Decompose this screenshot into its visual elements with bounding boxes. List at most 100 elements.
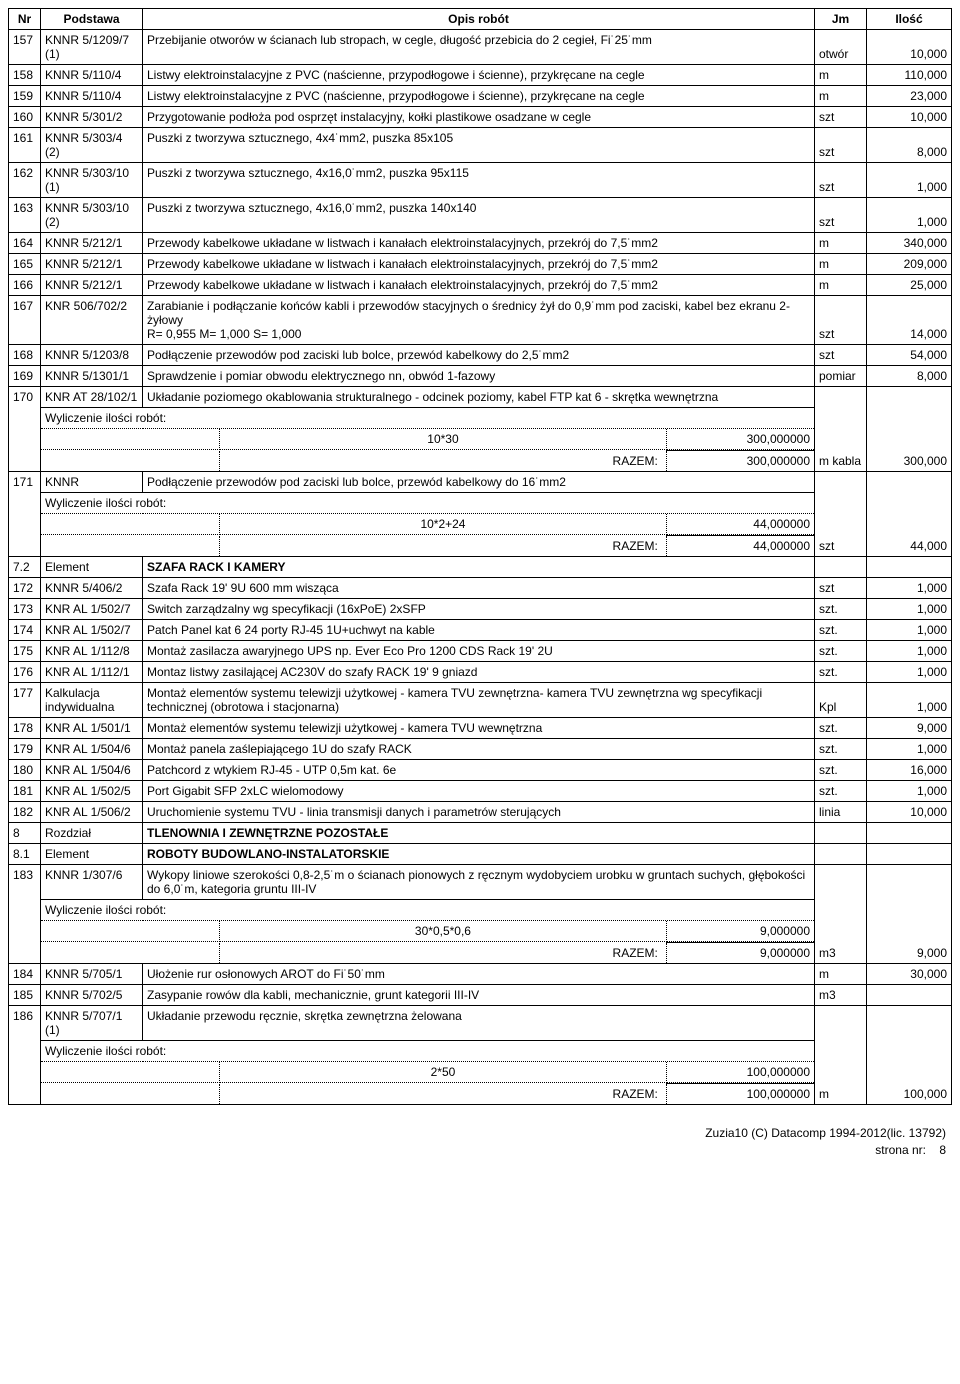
table-row: 167KNR 506/702/2Zarabianie i podłączanie… [9, 296, 952, 345]
cell-podstawa: KNNR [41, 472, 143, 493]
cell-podstawa: Element [41, 557, 143, 578]
table-row: 173KNR AL 1/502/7Switch zarządzalny wg s… [9, 599, 952, 620]
calc-expr-value: 9,000000 [666, 921, 814, 942]
cell-opis: Puszki z tworzywa sztucznego, 4x16,0˙mm2… [143, 198, 815, 233]
cell-nr: 181 [9, 781, 41, 802]
calc-expr-row: 10*30300,000000 [9, 429, 952, 451]
cell-ilosc: 8,000 [867, 128, 952, 163]
cell-jm: szt. [815, 718, 867, 739]
cell-jm: m kabla [815, 387, 867, 472]
cell-opis: SZAFA RACK I KAMERY [143, 557, 815, 578]
table-row: 183KNNR 1/307/6Wykopy liniowe szerokości… [9, 865, 952, 900]
cell-nr: 8.1 [9, 844, 41, 865]
cell-jm: szt. [815, 662, 867, 683]
table-row: 163KNNR 5/303/10 (2)Puszki z tworzywa sz… [9, 198, 952, 233]
cell-ilosc: 1,000 [867, 599, 952, 620]
cell-podstawa: KNNR 5/110/4 [41, 86, 143, 107]
calc-total-row: RAZEM:9,000000 [9, 942, 952, 964]
cell-ilosc: 1,000 [867, 739, 952, 760]
table-row: 172KNNR 5/406/2Szafa Rack 19' 9U 600 mm … [9, 578, 952, 599]
cell-ilosc: 1,000 [867, 781, 952, 802]
calc-expr-value: 100,000000 [666, 1062, 814, 1083]
cell-jm: linia [815, 802, 867, 823]
cell-nr: 175 [9, 641, 41, 662]
cell-podstawa: KNNR 5/705/1 [41, 964, 143, 985]
cell-jm: m [815, 275, 867, 296]
cell-nr: 179 [9, 739, 41, 760]
cell-opis: Sprawdzenie i pomiar obwodu elektryczneg… [143, 366, 815, 387]
cell-podstawa: KNR AL 1/506/2 [41, 802, 143, 823]
table-row: 159KNNR 5/110/4Listwy elektroinstalacyjn… [9, 86, 952, 107]
cell-ilosc: 9,000 [867, 718, 952, 739]
cell-nr: 8 [9, 823, 41, 844]
cell-podstawa: Rozdział [41, 823, 143, 844]
cell-podstawa: KNNR 5/406/2 [41, 578, 143, 599]
calc-label: Wyliczenie ilości robót: [41, 493, 815, 514]
cell-podstawa: KNNR 5/110/4 [41, 65, 143, 86]
cell-ilosc: 1,000 [867, 641, 952, 662]
calc-label: Wyliczenie ilości robót: [41, 900, 815, 921]
cell-opis: Układanie przewodu ręcznie, skrętka zewn… [143, 1006, 815, 1041]
cell-podstawa: KNNR 5/303/10 (1) [41, 163, 143, 198]
table-row: 177Kalkulacja indywidualnaMontaż element… [9, 683, 952, 718]
cell-nr: 162 [9, 163, 41, 198]
cell-ilosc: 209,000 [867, 254, 952, 275]
cell-nr: 159 [9, 86, 41, 107]
cell-jm: szt. [815, 760, 867, 781]
calc-label: Wyliczenie ilości robót: [41, 408, 815, 429]
cell-opis: Montaż zasilacza awaryjnego UPS np. Ever… [143, 641, 815, 662]
cell-opis: Listwy elektroinstalacyjne z PVC (naście… [143, 86, 815, 107]
table-row: 169KNNR 5/1301/1Sprawdzenie i pomiar obw… [9, 366, 952, 387]
cell-jm: szt [815, 128, 867, 163]
cell-ilosc: 300,000 [867, 387, 952, 472]
cell-jm: szt. [815, 620, 867, 641]
cell-nr: 171 [9, 472, 41, 557]
cell-jm: szt [815, 345, 867, 366]
cell-jm: szt [815, 296, 867, 345]
page-footer: Zuzia10 (C) Datacomp 1994-2012(lic. 1379… [8, 1125, 952, 1159]
cell-nr: 172 [9, 578, 41, 599]
table-row: 162KNNR 5/303/10 (1)Puszki z tworzywa sz… [9, 163, 952, 198]
cell-podstawa: KNR AT 28/102/1 [41, 387, 143, 408]
cell-jm: m [815, 1006, 867, 1105]
cell-opis: Układanie poziomego okablowania struktur… [143, 387, 815, 408]
calc-label: Wyliczenie ilości robót: [41, 1041, 815, 1062]
cell-nr: 183 [9, 865, 41, 964]
calc-expression: 10*30 [220, 429, 667, 450]
cell-jm: m3 [815, 985, 867, 1006]
cell-jm: m [815, 254, 867, 275]
calc-expr-row: 2*50100,000000 [9, 1062, 952, 1084]
calc-total-row: RAZEM:44,000000 [9, 535, 952, 557]
cell-opis: Puszki z tworzywa sztucznego, 4x4˙mm2, p… [143, 128, 815, 163]
cell-jm: m [815, 65, 867, 86]
section-row: 7.2ElementSZAFA RACK I KAMERY [9, 557, 952, 578]
cell-ilosc: 25,000 [867, 275, 952, 296]
cell-podstawa: KNR AL 1/501/1 [41, 718, 143, 739]
cell-podstawa: KNNR 5/212/1 [41, 233, 143, 254]
calc-expr-row: 10*2+2444,000000 [9, 514, 952, 536]
cell-ilosc: 1,000 [867, 578, 952, 599]
section-row: 8RozdziałTLENOWNIA I ZEWNĘTRZNE POZOSTAŁ… [9, 823, 952, 844]
cell-podstawa: Kalkulacja indywidualna [41, 683, 143, 718]
cell-opis: Wykopy liniowe szerokości 0,8-2,5˙m o śc… [143, 865, 815, 900]
cell-ilosc: 1,000 [867, 620, 952, 641]
cell-nr: 186 [9, 1006, 41, 1105]
cell-podstawa: KNR 506/702/2 [41, 296, 143, 345]
cell-opis: Montaż elementów systemu telewizji użytk… [143, 683, 815, 718]
cell-opis: Zasypanie rowów dla kabli, mechanicznie,… [143, 985, 815, 1006]
calc-expr-row: 30*0,5*0,69,000000 [9, 921, 952, 943]
cell-ilosc: 9,000 [867, 865, 952, 964]
calc-total-row: RAZEM:300,000000 [9, 450, 952, 472]
table-row: 184KNNR 5/705/1Ułożenie rur osłonowych A… [9, 964, 952, 985]
cell-jm [815, 844, 867, 865]
header-ilosc: Ilość [867, 9, 952, 30]
cell-jm: otwór [815, 30, 867, 65]
cost-estimate-table: Nr Podstawa Opis robót Jm Ilość 157KNNR … [8, 8, 952, 1105]
cell-ilosc [867, 823, 952, 844]
cell-podstawa: KNR AL 1/112/1 [41, 662, 143, 683]
cell-podstawa: KNR AL 1/112/8 [41, 641, 143, 662]
calc-label-row: Wyliczenie ilości robót: [9, 1041, 952, 1062]
cell-opis: Przygotowanie podłoża pod osprzęt instal… [143, 107, 815, 128]
cell-nr: 161 [9, 128, 41, 163]
cell-ilosc: 16,000 [867, 760, 952, 781]
